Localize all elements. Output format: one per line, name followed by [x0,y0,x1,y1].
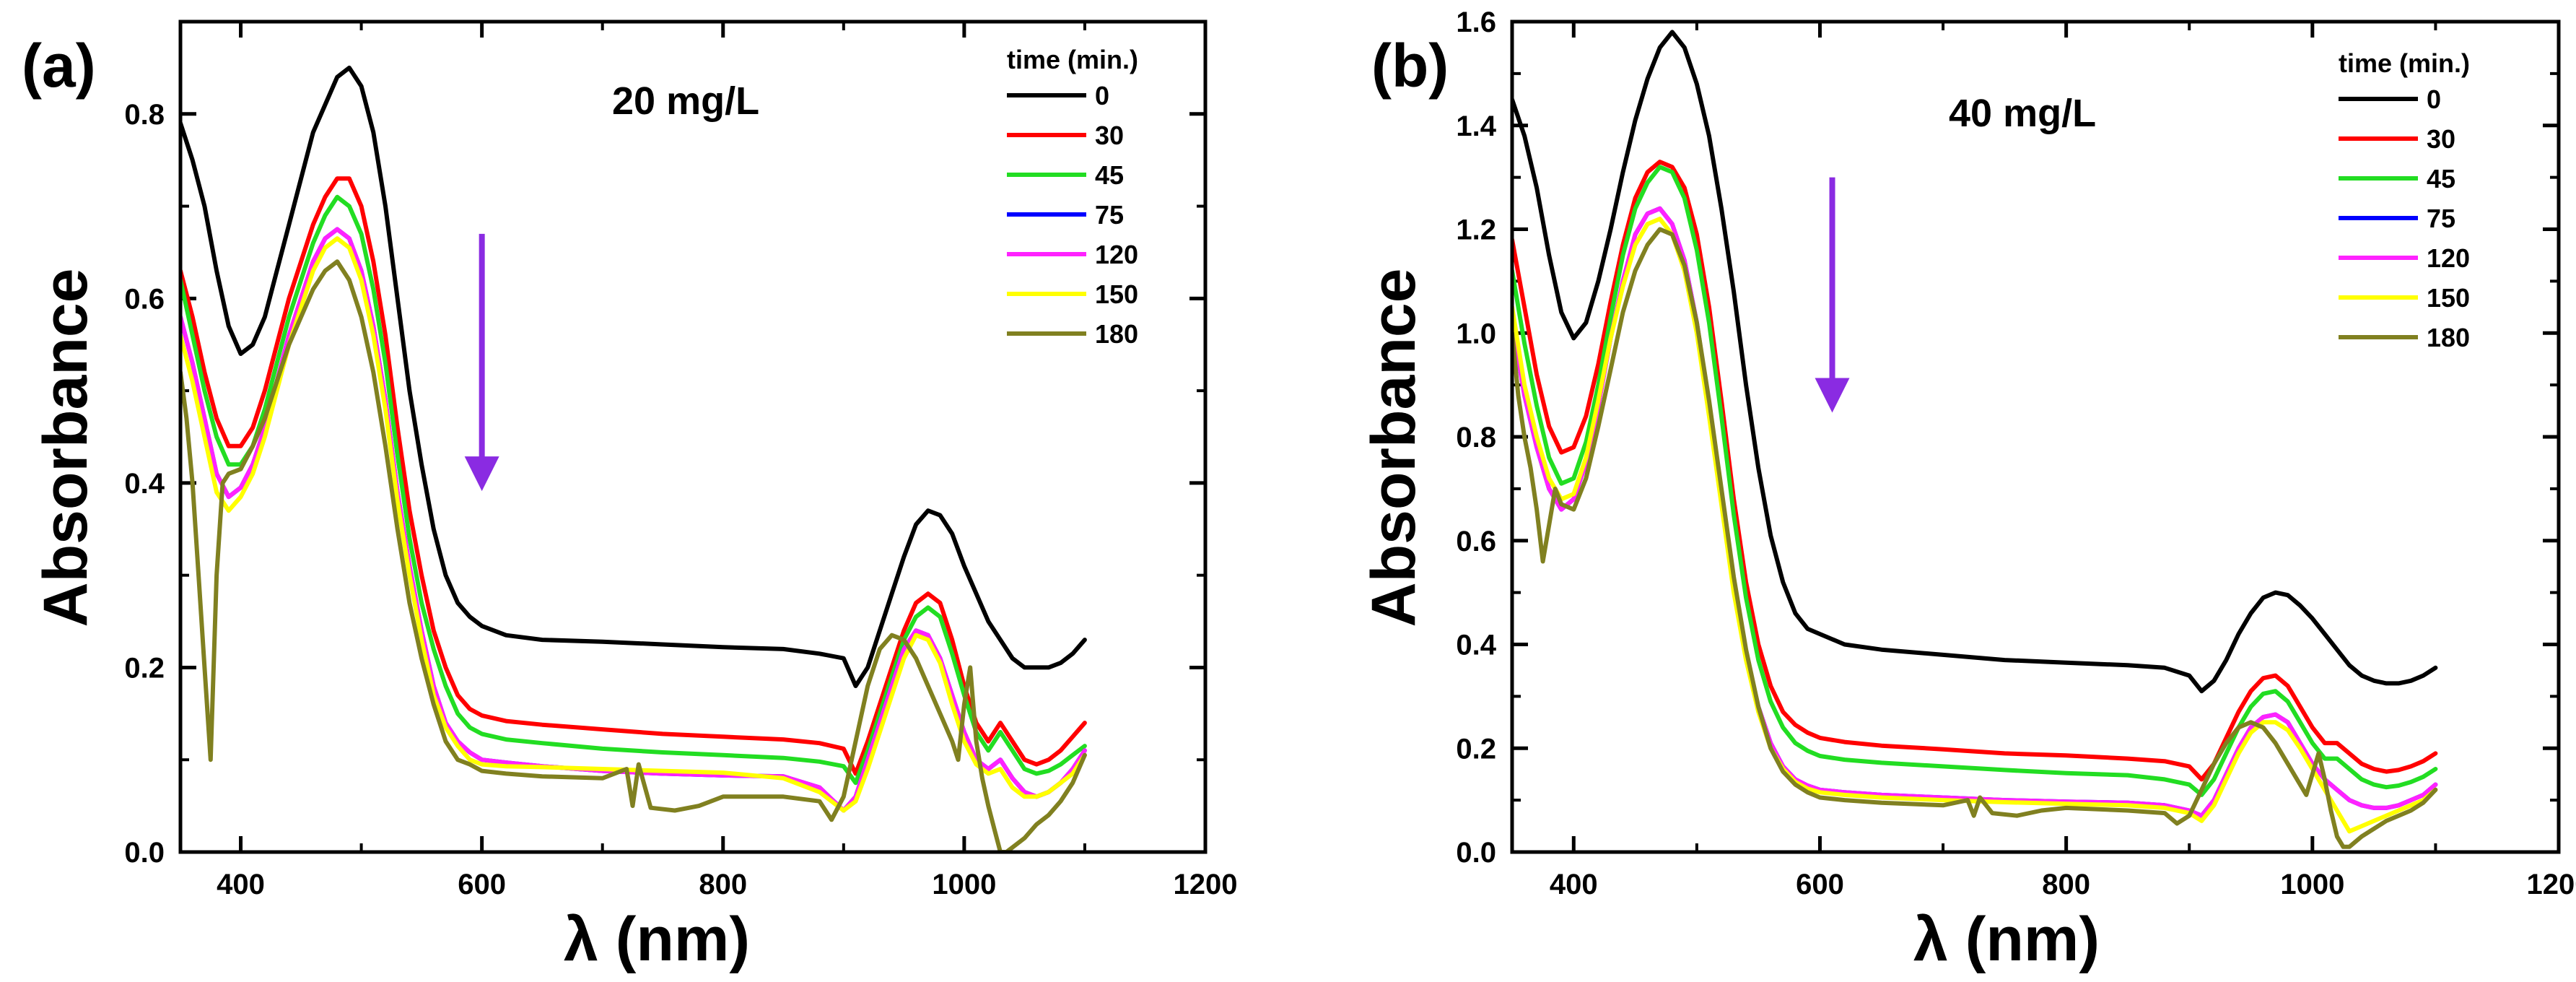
y-tick-label: 0.4 [124,468,165,500]
x-tick-label: 1200 [1174,869,1238,900]
x-tick-label: 800 [699,869,747,900]
panel-b-label: (b) [1371,32,1449,100]
y-tick-label: 0.4 [1456,630,1496,661]
series-line-75 [180,227,1087,813]
panel-a-legend: 0 30 45 75 120 150 180 [1007,81,1138,349]
legend-label-120: 120 [1095,240,1138,269]
panel-a-plot-frame [178,19,1208,854]
legend-label-0: 0 [2427,84,2441,114]
panel-b-lines [1512,30,2438,849]
x-tick-label: 800 [2042,869,2090,900]
series-line-180 [1512,227,2438,849]
y-tick-label: 0.8 [124,99,165,131]
legend-label-30: 30 [2427,124,2455,154]
legend-label-180: 180 [1095,319,1138,349]
series-line-150 [180,236,1087,813]
y-tick-label: 1.4 [1456,110,1496,142]
panel-a-legend-title: time (min.) [1007,45,1138,74]
series-line-180 [180,259,1087,852]
series-line-0 [180,65,1087,688]
panel-a-ylabel: Absorbance [31,268,100,627]
panel-b-xtick-labels: 400 600 800 1000 1200 [1550,869,2576,900]
x-tick-label: 600 [458,869,506,900]
legend-label-75: 75 [2427,204,2455,233]
x-tick-label: 1200 [2527,869,2576,900]
legend-label-150: 150 [1095,279,1138,309]
legend-label-75: 75 [1095,200,1124,230]
series-line-75 [1512,206,2438,818]
panel-a-ticks [180,22,1208,854]
x-tick-label: 1000 [932,869,996,900]
legend-label-30: 30 [1095,121,1124,150]
panel-b-concentration-label: 40 mg/L [1949,92,2096,135]
x-tick-label: 600 [1796,869,1844,900]
y-tick-label: 0.0 [1456,837,1496,869]
legend-label-180: 180 [2427,323,2470,352]
y-tick-label: 1.2 [1456,214,1496,246]
legend-label-45: 45 [2427,164,2455,194]
panel-b-ticks [1512,19,2561,854]
series-line-120 [180,227,1087,813]
legend-label-120: 120 [2427,243,2470,273]
y-tick-label: 0.0 [124,837,165,869]
panel-a-ytick-labels: 0.0 0.2 0.4 0.6 0.8 [124,99,165,869]
y-tick-label: 0.8 [1456,422,1496,453]
series-line-120 [1512,206,2438,818]
legend-label-0: 0 [1095,81,1109,110]
panel-a: (a) 20 mg/L Absorbance λ (nm) time (min.… [22,19,1237,974]
series-line-45 [1512,165,2438,797]
panel-b-ytick-labels: 0.0 0.2 0.4 0.6 0.8 1.0 1.2 1.4 1.6 [1456,6,1496,869]
y-tick-label: 0.2 [124,652,165,684]
panel-a-concentration-label: 20 mg/L [612,79,759,123]
panel-a-label: (a) [22,32,96,100]
panel-b-ylabel: Absorbance [1359,268,1428,627]
panel-b-plot-frame [1510,19,2561,854]
legend-label-150: 150 [2427,283,2470,313]
y-tick-label: 1.6 [1456,6,1496,38]
series-line-0 [1512,30,2438,694]
series-line-45 [180,194,1087,786]
y-tick-label: 1.0 [1456,318,1496,349]
panel-a-lines [180,65,1087,852]
panel-b-xlabel: λ (nm) [1913,905,2100,974]
x-tick-label: 400 [217,869,265,900]
panel-a-xtick-labels: 400 600 800 1000 1200 [217,869,1237,900]
legend-label-45: 45 [1095,160,1124,190]
panel-a-xlabel: λ (nm) [564,905,750,974]
y-tick-label: 0.2 [1456,733,1496,765]
panel-b-legend: 0 30 45 75 120 150 180 [2339,84,2470,352]
series-line-30 [1512,160,2438,782]
x-tick-label: 400 [1550,869,1598,900]
x-tick-label: 1000 [2280,869,2344,900]
panel-b: (b) 40 mg/L Absorbance λ (nm) time (min.… [1359,6,2576,974]
y-tick-label: 0.6 [1456,526,1496,557]
panel-b-legend-title: time (min.) [2339,48,2470,78]
y-tick-label: 0.6 [124,283,165,315]
series-line-30 [180,176,1087,776]
